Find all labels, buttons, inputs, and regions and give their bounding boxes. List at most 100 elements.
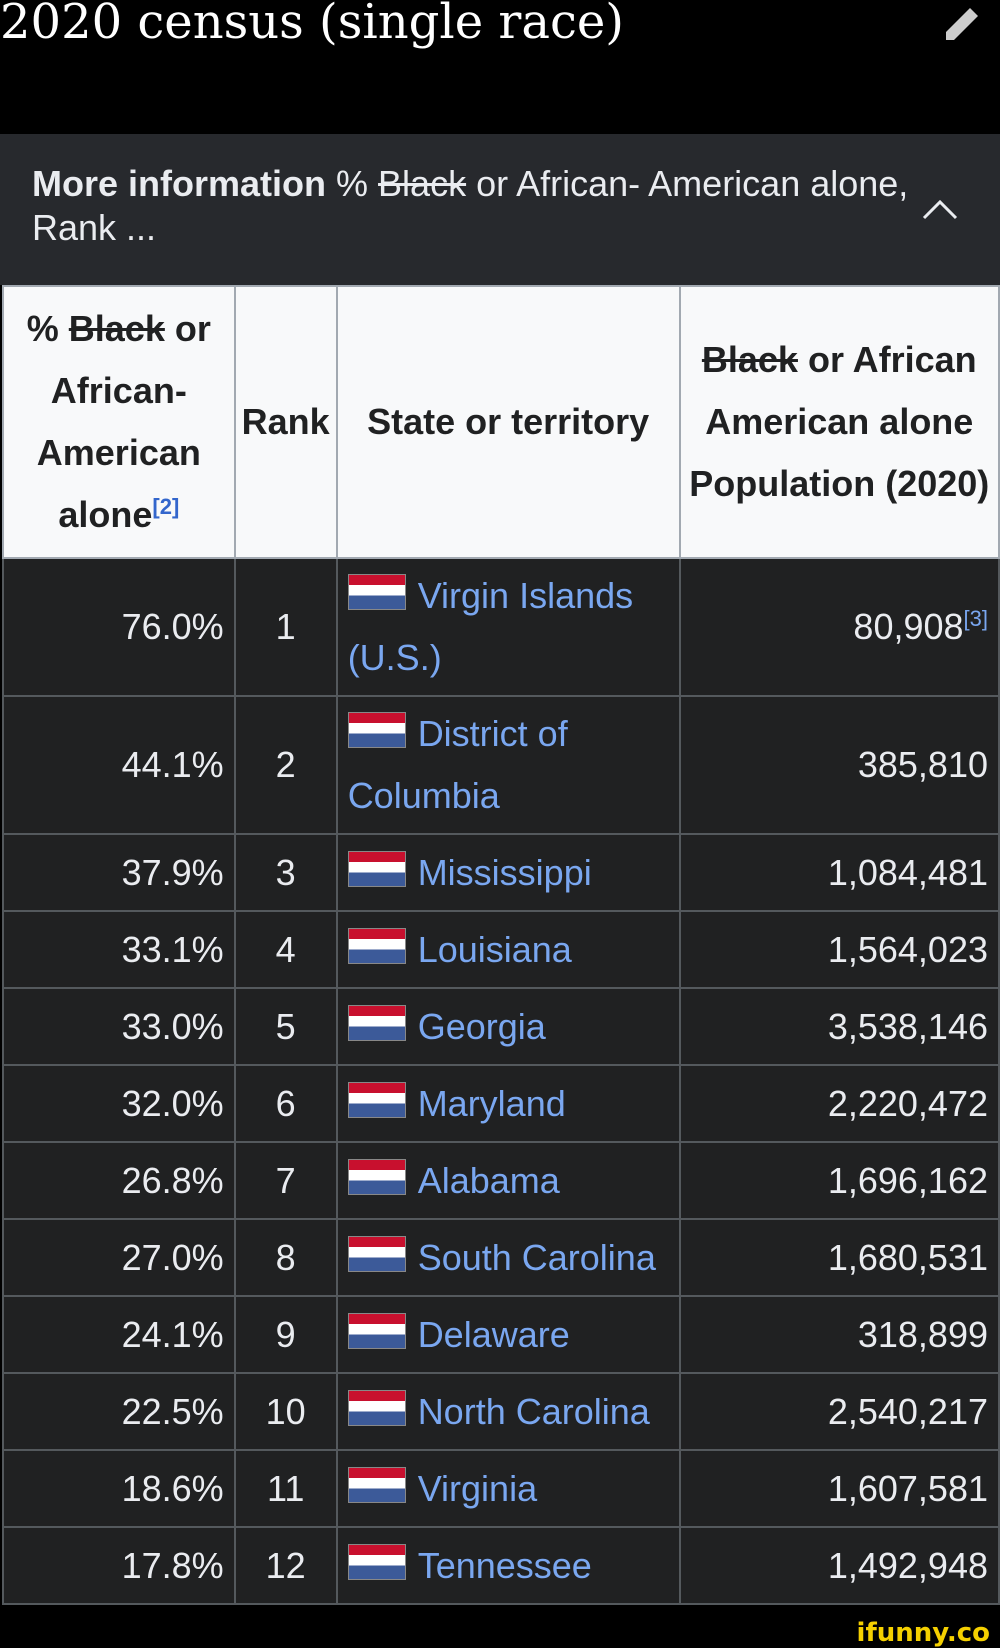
flag-icon bbox=[347, 1235, 406, 1272]
summary-struck: Black bbox=[378, 163, 467, 204]
population: 1,564,023 bbox=[827, 928, 988, 970]
population-cell: 318,899 bbox=[678, 1295, 1000, 1374]
rank-cell: 5 bbox=[233, 987, 338, 1066]
population: 1,696,162 bbox=[827, 1159, 988, 1201]
header-text: or African American alone Population (20… bbox=[689, 339, 990, 504]
collapse-icon[interactable] bbox=[920, 194, 960, 224]
edit-icon[interactable] bbox=[938, 0, 988, 50]
population: 1,680,531 bbox=[827, 1236, 988, 1278]
population: 2,220,472 bbox=[827, 1082, 988, 1124]
percent-cell: 33.1% bbox=[2, 910, 236, 989]
population-cell: 2,540,217 bbox=[678, 1372, 1000, 1451]
state-cell: Alabama bbox=[335, 1141, 681, 1220]
state-link[interactable]: Georgia bbox=[417, 1005, 546, 1047]
population-cell: 1,084,481 bbox=[678, 833, 1000, 912]
header-text: Black bbox=[701, 339, 798, 380]
state-cell: Maryland bbox=[335, 1064, 681, 1143]
population-cell: 1,696,162 bbox=[678, 1141, 1000, 1220]
row: 33.1% 4 Louisiana 1,564,023 bbox=[2, 910, 1000, 989]
rank-cell: 8 bbox=[233, 1218, 338, 1297]
state-link[interactable]: Louisiana bbox=[417, 928, 572, 970]
state-cell: Virginia bbox=[335, 1449, 681, 1528]
rank-cell: 4 bbox=[233, 910, 338, 989]
rank-cell: 7 bbox=[233, 1141, 338, 1220]
row: 33.0% 5 Georgia 3,538,146 bbox=[2, 987, 1000, 1066]
flag-icon bbox=[347, 1004, 406, 1041]
state-cell: South Carolina bbox=[335, 1218, 681, 1297]
percent-cell: 24.1% bbox=[2, 1295, 236, 1374]
state-cell: Louisiana bbox=[335, 910, 681, 989]
rank-cell: 12 bbox=[233, 1526, 338, 1605]
state-link[interactable]: Tennessee bbox=[417, 1544, 592, 1586]
state-cell: Georgia bbox=[335, 987, 681, 1066]
population-cell: 1,680,531 bbox=[678, 1218, 1000, 1297]
summary[interactable]: More information % Black or African- Ame… bbox=[0, 134, 1000, 285]
state-cell: Virgin Islands (U.S.) bbox=[335, 557, 681, 697]
column-header[interactable]: Black or African American alone Populati… bbox=[678, 285, 1000, 559]
flag-icon bbox=[347, 850, 406, 887]
state-cell: Delaware bbox=[335, 1295, 681, 1374]
title: 2020 census (single race) bbox=[0, 0, 624, 50]
flag-icon bbox=[347, 1312, 406, 1349]
state-link[interactable]: Virginia bbox=[417, 1467, 538, 1509]
row: 24.1% 9 Delaware 318,899 bbox=[2, 1295, 1000, 1374]
header-text: % bbox=[26, 308, 59, 349]
flag-icon bbox=[347, 927, 406, 964]
column-header[interactable]: % Black or African-American alone[2] bbox=[2, 285, 236, 559]
population-cell: 1,564,023 bbox=[678, 910, 1000, 989]
summary-prefix: % bbox=[336, 163, 369, 204]
state-link[interactable]: Delaware bbox=[417, 1313, 570, 1355]
population-cell: 1,492,948 bbox=[678, 1526, 1000, 1605]
row: 22.5% 10 North Carolina 2,540,217 bbox=[2, 1372, 1000, 1451]
state-cell: Tennessee bbox=[335, 1526, 681, 1605]
row: 37.9% 3 Mississippi 1,084,481 bbox=[2, 833, 1000, 912]
state-link[interactable]: North Carolina bbox=[417, 1390, 650, 1432]
state-link[interactable]: Virgin Islands (U.S.) bbox=[347, 575, 634, 678]
row: 26.8% 7 Alabama 1,696,162 bbox=[2, 1141, 1000, 1220]
state-cell: Mississippi bbox=[335, 833, 681, 912]
percent-cell: 33.0% bbox=[2, 987, 236, 1066]
row: 76.0% 1 Virgin Islands (U.S.) 80,908[3] bbox=[2, 557, 1000, 697]
percent-cell: 18.6% bbox=[2, 1449, 236, 1528]
population: 3,538,146 bbox=[827, 1005, 988, 1047]
header-text: State or territory bbox=[367, 401, 650, 442]
row: 32.0% 6 Maryland 2,220,472 bbox=[2, 1064, 1000, 1143]
population-cell: 2,220,472 bbox=[678, 1064, 1000, 1143]
state-link[interactable]: Maryland bbox=[417, 1082, 566, 1124]
flag-icon bbox=[347, 1389, 406, 1426]
percent-cell: 44.1% bbox=[2, 695, 236, 835]
percent-cell: 17.8% bbox=[2, 1526, 236, 1605]
state-link[interactable]: South Carolina bbox=[417, 1236, 656, 1278]
footnote[interactable]: [2] bbox=[152, 494, 180, 519]
population: 1,084,481 bbox=[827, 851, 988, 893]
column-header[interactable]: Rank bbox=[233, 285, 338, 559]
state-link[interactable]: District of Columbia bbox=[347, 713, 568, 816]
bottom-bar bbox=[0, 1625, 1000, 1645]
state-link[interactable]: Mississippi bbox=[417, 851, 592, 893]
percent-cell: 37.9% bbox=[2, 833, 236, 912]
population: 1,607,581 bbox=[827, 1467, 988, 1509]
percent-cell: 26.8% bbox=[2, 1141, 236, 1220]
population-cell: 3,538,146 bbox=[678, 987, 1000, 1066]
column-header[interactable]: State or territory bbox=[335, 285, 681, 559]
state-link[interactable]: Alabama bbox=[417, 1159, 560, 1201]
population: 2,540,217 bbox=[827, 1390, 988, 1432]
row: 17.8% 12 Tennessee 1,492,948 bbox=[2, 1526, 1000, 1605]
footnote[interactable]: [3] bbox=[963, 606, 988, 631]
flag-icon bbox=[347, 1466, 406, 1503]
header-text: Black bbox=[68, 308, 165, 349]
percent-cell: 32.0% bbox=[2, 1064, 236, 1143]
table-wrap: % Black or African-American alone[2] Ran… bbox=[0, 285, 1000, 1625]
row: 44.1% 2 District of Columbia 385,810 bbox=[2, 695, 1000, 835]
rank-cell: 1 bbox=[233, 557, 338, 697]
state-cell: District of Columbia bbox=[335, 695, 681, 835]
summary-text: or African- American alone, Rank ... bbox=[32, 163, 909, 248]
rank-cell: 9 bbox=[233, 1295, 338, 1374]
rank-cell: 2 bbox=[233, 695, 338, 835]
percent-cell: 27.0% bbox=[2, 1218, 236, 1297]
row: 27.0% 8 South Carolina 1,680,531 bbox=[2, 1218, 1000, 1297]
rank-cell: 3 bbox=[233, 833, 338, 912]
row: 18.6% 11 Virginia 1,607,581 bbox=[2, 1449, 1000, 1528]
rank-cell: 11 bbox=[233, 1449, 338, 1528]
